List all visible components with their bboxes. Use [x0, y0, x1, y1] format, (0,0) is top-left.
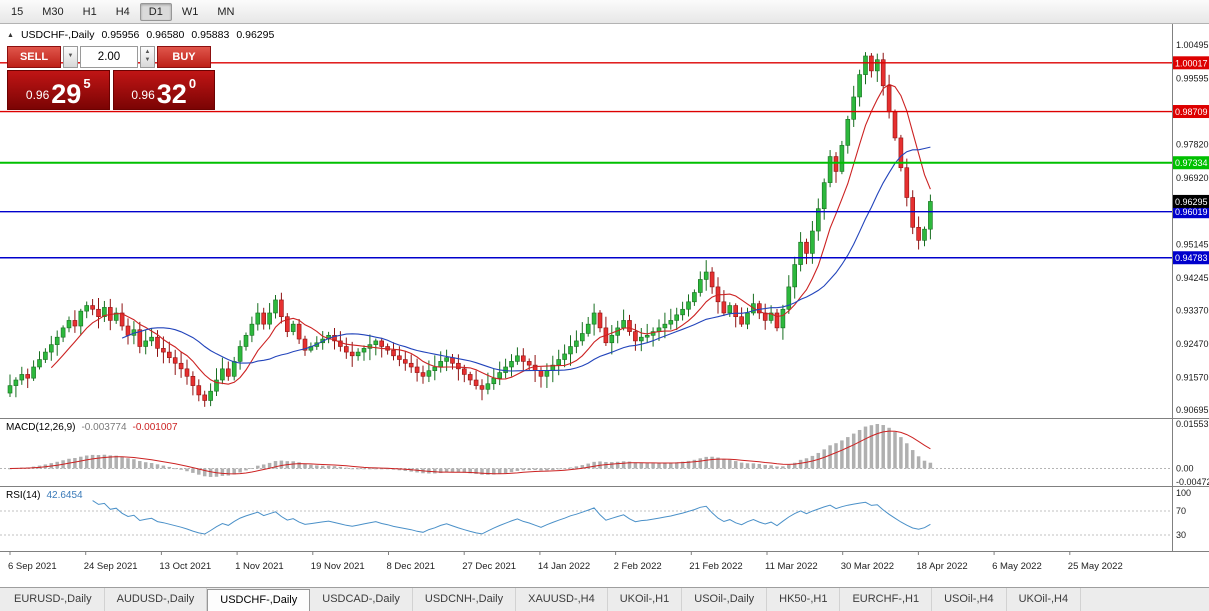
price-axis-label: 0.99595 [1176, 74, 1209, 84]
chart-symbol-label: USDCHF-,Daily [20, 29, 95, 41]
price-axis-label: 1.00495 [1176, 40, 1209, 50]
date-axis-label: 14 Jan 2022 [538, 561, 590, 572]
timeframe-button-H4[interactable]: H4 [115, 5, 130, 18]
timeframe-button-15[interactable]: 15 [11, 5, 24, 18]
price-level-badge: 0.98709 [1175, 107, 1208, 117]
collapse-arrow-icon[interactable]: ▲ [7, 31, 14, 39]
macd-main-value: -0.003774 [81, 422, 127, 433]
ask-price-big: 32 [156, 78, 187, 109]
price-level-badge: 0.94783 [1175, 253, 1208, 263]
ohlc-open: 0.95956 [101, 29, 140, 41]
date-axis-label: 18 Apr 2022 [916, 561, 967, 572]
spinner-up-icon: ▲ [144, 49, 151, 56]
price-level-badge: 0.97334 [1175, 158, 1208, 168]
spinner-down-icon: ▼ [144, 57, 151, 63]
chart-tab-UKOil-H4[interactable]: UKOil-,H4 [1007, 588, 1082, 611]
price-axis-label: 0.94245 [1176, 273, 1209, 283]
macd-signal-value: -0.001007 [132, 422, 178, 433]
macd-histogram-layer [8, 424, 933, 477]
rsi-name: RSI(14) [6, 490, 41, 501]
ask-price-panel[interactable]: 0.96 32 0 [112, 70, 215, 110]
ohlc-close: 0.96295 [236, 29, 275, 41]
chart-tab-EURUSD-Daily[interactable]: EURUSD-,Daily [2, 588, 105, 611]
bid-price-sup: 5 [83, 76, 91, 91]
date-axis-label: 6 May 2022 [992, 561, 1042, 572]
timeframe-button-M30[interactable]: M30 [42, 5, 64, 18]
date-axis-label: 2 Feb 2022 [614, 561, 662, 572]
sell-button[interactable]: SELL [7, 46, 61, 68]
date-axis-label: 21 Feb 2022 [689, 561, 742, 572]
macd-axis-label: 0.00 [1176, 463, 1194, 473]
chart-tab-XAUUSD-H4[interactable]: XAUUSD-,H4 [516, 588, 608, 611]
chart-tab-USDCAD-Daily[interactable]: USDCAD-,Daily [310, 588, 413, 611]
price-axis-label: 0.91570 [1176, 372, 1209, 382]
ohlc-high: 0.96580 [146, 29, 185, 41]
chart-tab-AUDUSD-Daily[interactable]: AUDUSD-,Daily [105, 588, 208, 611]
macd-indicator-label: MACD(12,26,9) -0.003774 -0.001007 [6, 422, 178, 433]
date-axis-label: 30 Mar 2022 [841, 561, 894, 572]
chart-tab-bar: EURUSD-,Daily AUDUSD-,Daily USDCHF-,Daily U… [0, 587, 1209, 611]
price-axis-label: 0.96920 [1176, 173, 1209, 183]
price-level-badge: 1.00017 [1175, 58, 1208, 68]
candles-layer [7, 52, 933, 407]
volume-dropdown-button[interactable]: ▼ [63, 46, 78, 68]
chart-tab-EURCHF-H1[interactable]: EURCHF-,H1 [840, 588, 933, 611]
volume-spinner[interactable]: ▲ ▼ [140, 46, 155, 68]
chevron-down-icon: ▼ [67, 53, 74, 60]
date-axis-label: 24 Sep 2021 [84, 561, 138, 572]
date-axis-label: 1 Nov 2021 [235, 561, 284, 572]
rsi-axis-label: 70 [1176, 506, 1186, 516]
chart-window: 1.00495 0.99595 0.97820 0.96920 0.95145 0.942… [0, 24, 1209, 587]
date-axis-label: 25 May 2022 [1068, 561, 1123, 572]
rsi-axis-label: 30 [1176, 530, 1186, 540]
macd-axis-label: 0.01553 [1176, 419, 1209, 429]
price-axis-label: 0.90695 [1176, 405, 1209, 415]
one-click-trading-panel: SELL ▼ ▲ ▼ BUY 0.96 29 5 0.96 [7, 46, 215, 110]
rsi-axis-label: 100 [1176, 488, 1191, 498]
date-axis-label: 11 Mar 2022 [765, 561, 818, 572]
date-axis-label: 13 Oct 2021 [159, 561, 211, 572]
price-level-badge: 0.96295 [1175, 197, 1208, 207]
timeframe-button-H1[interactable]: H1 [82, 5, 97, 18]
rsi-value: 42.6454 [46, 490, 83, 501]
timeframe-button-MN[interactable]: MN [217, 5, 235, 18]
volume-input[interactable] [80, 46, 138, 68]
price-axis-label: 0.97820 [1176, 140, 1209, 150]
macd-name: MACD(12,26,9) [6, 422, 76, 433]
chart-title: ▲ USDCHF-,Daily 0.95956 0.96580 0.95883 … [7, 29, 274, 41]
price-level-badge: 0.96019 [1175, 207, 1208, 217]
ask-price-sup: 0 [188, 76, 197, 91]
chart-tab-USDCHF-Daily[interactable]: USDCHF-,Daily [207, 589, 311, 611]
date-axis-label: 27 Dec 2021 [462, 561, 516, 572]
price-axis-label: 0.95145 [1176, 239, 1209, 249]
timeframe-toolbar: 15 M30 H1 H4 D1 W1 MN [0, 0, 1209, 24]
price-axis-label: 0.93370 [1176, 305, 1209, 315]
price-axis-label: 0.92470 [1176, 339, 1209, 349]
date-axis-label: 6 Sep 2021 [8, 561, 57, 572]
bid-price-big: 29 [51, 78, 82, 109]
buy-button[interactable]: BUY [157, 46, 211, 68]
chart-tab-USOil-Daily[interactable]: USOil-,Daily [682, 588, 768, 611]
date-axis-label: 8 Dec 2021 [387, 561, 436, 572]
bid-price-prefix: 0.96 [25, 88, 50, 102]
ohlc-low: 0.95883 [191, 29, 230, 41]
chart-tab-UKOil-H1[interactable]: UKOil-,H1 [608, 588, 683, 611]
rsi-indicator-label: RSI(14) 42.6454 [6, 490, 83, 501]
chart-tab-USOil-H4[interactable]: USOil-,H4 [932, 588, 1007, 611]
timeframe-button-W1[interactable]: W1 [181, 5, 199, 18]
macd-axis-label: -0.00472 [1176, 477, 1209, 487]
ask-price-prefix: 0.96 [131, 88, 155, 102]
date-axis-label: 19 Nov 2021 [311, 561, 365, 572]
timeframe-button-D1[interactable]: D1 [139, 2, 172, 21]
chart-tab-USDCNH-Daily[interactable]: USDCNH-,Daily [413, 588, 517, 611]
chart-tab-HK50-H1[interactable]: HK50-,H1 [767, 588, 841, 611]
price-chart-canvas[interactable]: 1.00495 0.99595 0.97820 0.96920 0.95145 0.942… [0, 24, 1209, 587]
bid-price-panel[interactable]: 0.96 29 5 [7, 70, 110, 110]
